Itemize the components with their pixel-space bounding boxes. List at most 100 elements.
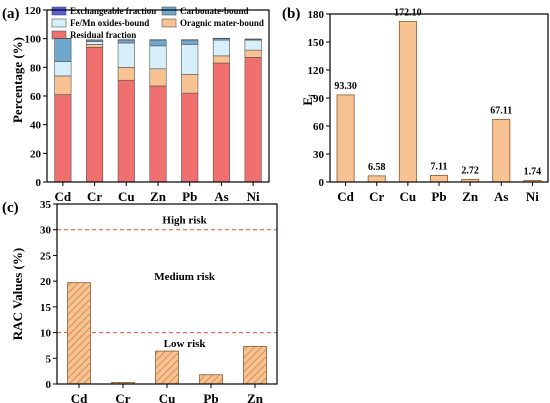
- panel-a-ytick-label: 100: [25, 34, 42, 46]
- panel-c-ytick-label: 15: [40, 302, 52, 314]
- panel-c-xtick-label: Cr: [115, 391, 130, 403]
- panel-c-ylabel: RAC Values (%): [10, 248, 25, 340]
- panel-a-bar-segment: [244, 56, 262, 183]
- panel-a-xtick-label: Cr: [87, 189, 102, 204]
- panel-b-xtick-label: Cd: [337, 189, 354, 204]
- panel-c-ytick-label: 35: [40, 199, 52, 211]
- panel-a-label: (a): [2, 6, 20, 22]
- panel-a-bar-segment: [54, 38, 72, 62]
- panel-b-value-label: 172.10: [394, 7, 422, 18]
- panel-b-ytick-label: 60: [313, 121, 325, 133]
- panel-a-bar-segment: [117, 39, 135, 44]
- panel-a-bar-segment: [181, 92, 199, 183]
- panel-b-bar: [398, 20, 417, 183]
- panel-c-ytick-label: 25: [40, 250, 52, 262]
- panel-b-ylabel-sub: i: [307, 94, 317, 97]
- panel-a-ytick-label: 120: [25, 5, 42, 17]
- panel-b-ylabel-main: E: [300, 97, 315, 106]
- panel-c-xtick-label: Zn: [247, 391, 264, 403]
- panel-c-xtick-label: Pb: [203, 391, 218, 403]
- panel-a-bar-segment: [244, 49, 262, 58]
- panel-c-ytick-label: 10: [40, 328, 52, 340]
- panel-a-bar-segment: [149, 45, 167, 70]
- panel-b-value-label: 2.72: [461, 165, 479, 176]
- panel-b-value-label: 67.11: [490, 105, 512, 116]
- panel-c-label: (c): [2, 200, 19, 216]
- panel-a-bar-segment: [149, 85, 167, 183]
- panel-a-legend: Exchangeable fraction Carbonate-bound Fe/M…: [51, 6, 264, 40]
- panel-b-bar: [430, 174, 448, 183]
- panel-a-bar-segment: [181, 74, 199, 94]
- panel-a-xtick-label: Ni: [247, 189, 260, 204]
- panel-c-bar: [67, 282, 91, 385]
- panel-b-bars: 93.30 6.58 172.10 7.11 2.72 67.11 1.74: [334, 7, 542, 183]
- panel-a-legend-label: Exchangeable fraction: [70, 6, 156, 16]
- panel-a-bar-segment: [181, 44, 199, 75]
- panel-a-bar-segment: [54, 61, 72, 77]
- panel-a-bar-segment: [149, 68, 167, 87]
- panel-a-bar-segment: [117, 67, 135, 81]
- panel-a-bar-segment: [54, 94, 72, 183]
- panel-c-ytick-label: 0: [46, 379, 52, 391]
- panel-b-xtick-label: Cr: [369, 189, 384, 204]
- panel-a-xtick-label: Zn: [150, 189, 167, 204]
- panel-b-ytick-label: 30: [313, 149, 325, 161]
- panel-a-bar-segment: [54, 75, 72, 95]
- panel-b-value-label: 93.30: [334, 81, 357, 92]
- panel-a-legend-swatch: [51, 18, 67, 28]
- panel-b-ytick-label: 90: [313, 93, 325, 105]
- panel-b-xtick-label: As: [494, 189, 508, 204]
- panel-a-bar-segment: [86, 44, 104, 48]
- panel-b-ytick-label: 120: [308, 65, 325, 77]
- panel-b-ytick-label: 0: [319, 177, 325, 189]
- panel-c-annotation: Low risk: [164, 338, 207, 350]
- panel-b-frame: [329, 13, 549, 183]
- panel-b-bar: [492, 118, 511, 183]
- panel-b-value-label: 1.74: [524, 166, 542, 177]
- panel-c-xtick-label: Cd: [71, 391, 88, 403]
- panel-a-legend-swatch: [161, 18, 177, 28]
- panel-b-xtick-label: Cu: [400, 189, 417, 204]
- panel-b-xtick-label: Zn: [462, 189, 479, 204]
- panel-c: (c) RAC Values (%) High risk Medium risk L…: [2, 199, 278, 403]
- panel-b-axes: 0 30 60 90 120 150 180 Cd Cr Cu Pb Zn As Ni: [308, 9, 549, 204]
- panel-a-xtick-label: As: [214, 189, 228, 204]
- panel-a-legend-label: Oragnic mater-bound: [180, 18, 264, 28]
- panel-c-annotations: High risk Medium risk Low risk: [154, 214, 216, 349]
- panel-a-bar-segment: [117, 79, 135, 183]
- panel-a-bar-segment: [149, 39, 167, 47]
- panel-a-bar-segment: [212, 62, 230, 183]
- panel-a-ytick-label: 0: [36, 177, 42, 189]
- panel-a-bar-segment: [244, 39, 262, 51]
- panel-c-bar: [243, 346, 267, 385]
- panel-a-xtick-label: Pb: [182, 189, 197, 204]
- panel-a-ytick-label: 40: [30, 120, 42, 132]
- panel-a-legend-label: Fe/Mn oxides-bound: [70, 18, 149, 28]
- panel-a-xtick-label: Cd: [55, 189, 72, 204]
- panel-c-bars: [67, 282, 267, 385]
- panel-c-thresholds: [57, 229, 277, 334]
- panel-a-ytick-label: 80: [30, 62, 42, 74]
- panel-a-ytick-label: 20: [30, 148, 42, 160]
- panel-a: (a) Percentage (%) Exchangeable fraction…: [2, 5, 270, 204]
- panel-b-value-label: 7.11: [431, 161, 448, 172]
- panel-a-legend-swatch: [51, 6, 67, 16]
- panel-b-ylabel: Ei: [300, 94, 317, 106]
- panel-c-annotation: Medium risk: [154, 271, 216, 283]
- panel-c-bar: [155, 350, 179, 385]
- svg-text:Ei: Ei: [300, 94, 317, 106]
- panel-a-legend-swatch: [161, 6, 177, 16]
- panel-c-ytick-label: 20: [40, 276, 52, 288]
- panel-c-ytick-label: 30: [40, 225, 52, 237]
- panel-a-bar-segment: [86, 41, 104, 45]
- panel-a-bar-segment: [117, 42, 135, 68]
- panel-b-bar: [367, 175, 386, 183]
- panel-b-bar: [336, 94, 355, 183]
- panel-b-ytick-label: 150: [308, 37, 325, 49]
- panel-a-ytick-label: 60: [30, 91, 42, 103]
- panel-a-bar-segment: [212, 39, 230, 57]
- panel-c-annotation: High risk: [162, 214, 207, 226]
- panel-a-axes: 0 20 40 60 80 100 120 Cd Cr Cu Zn Pb As Ni: [25, 5, 270, 204]
